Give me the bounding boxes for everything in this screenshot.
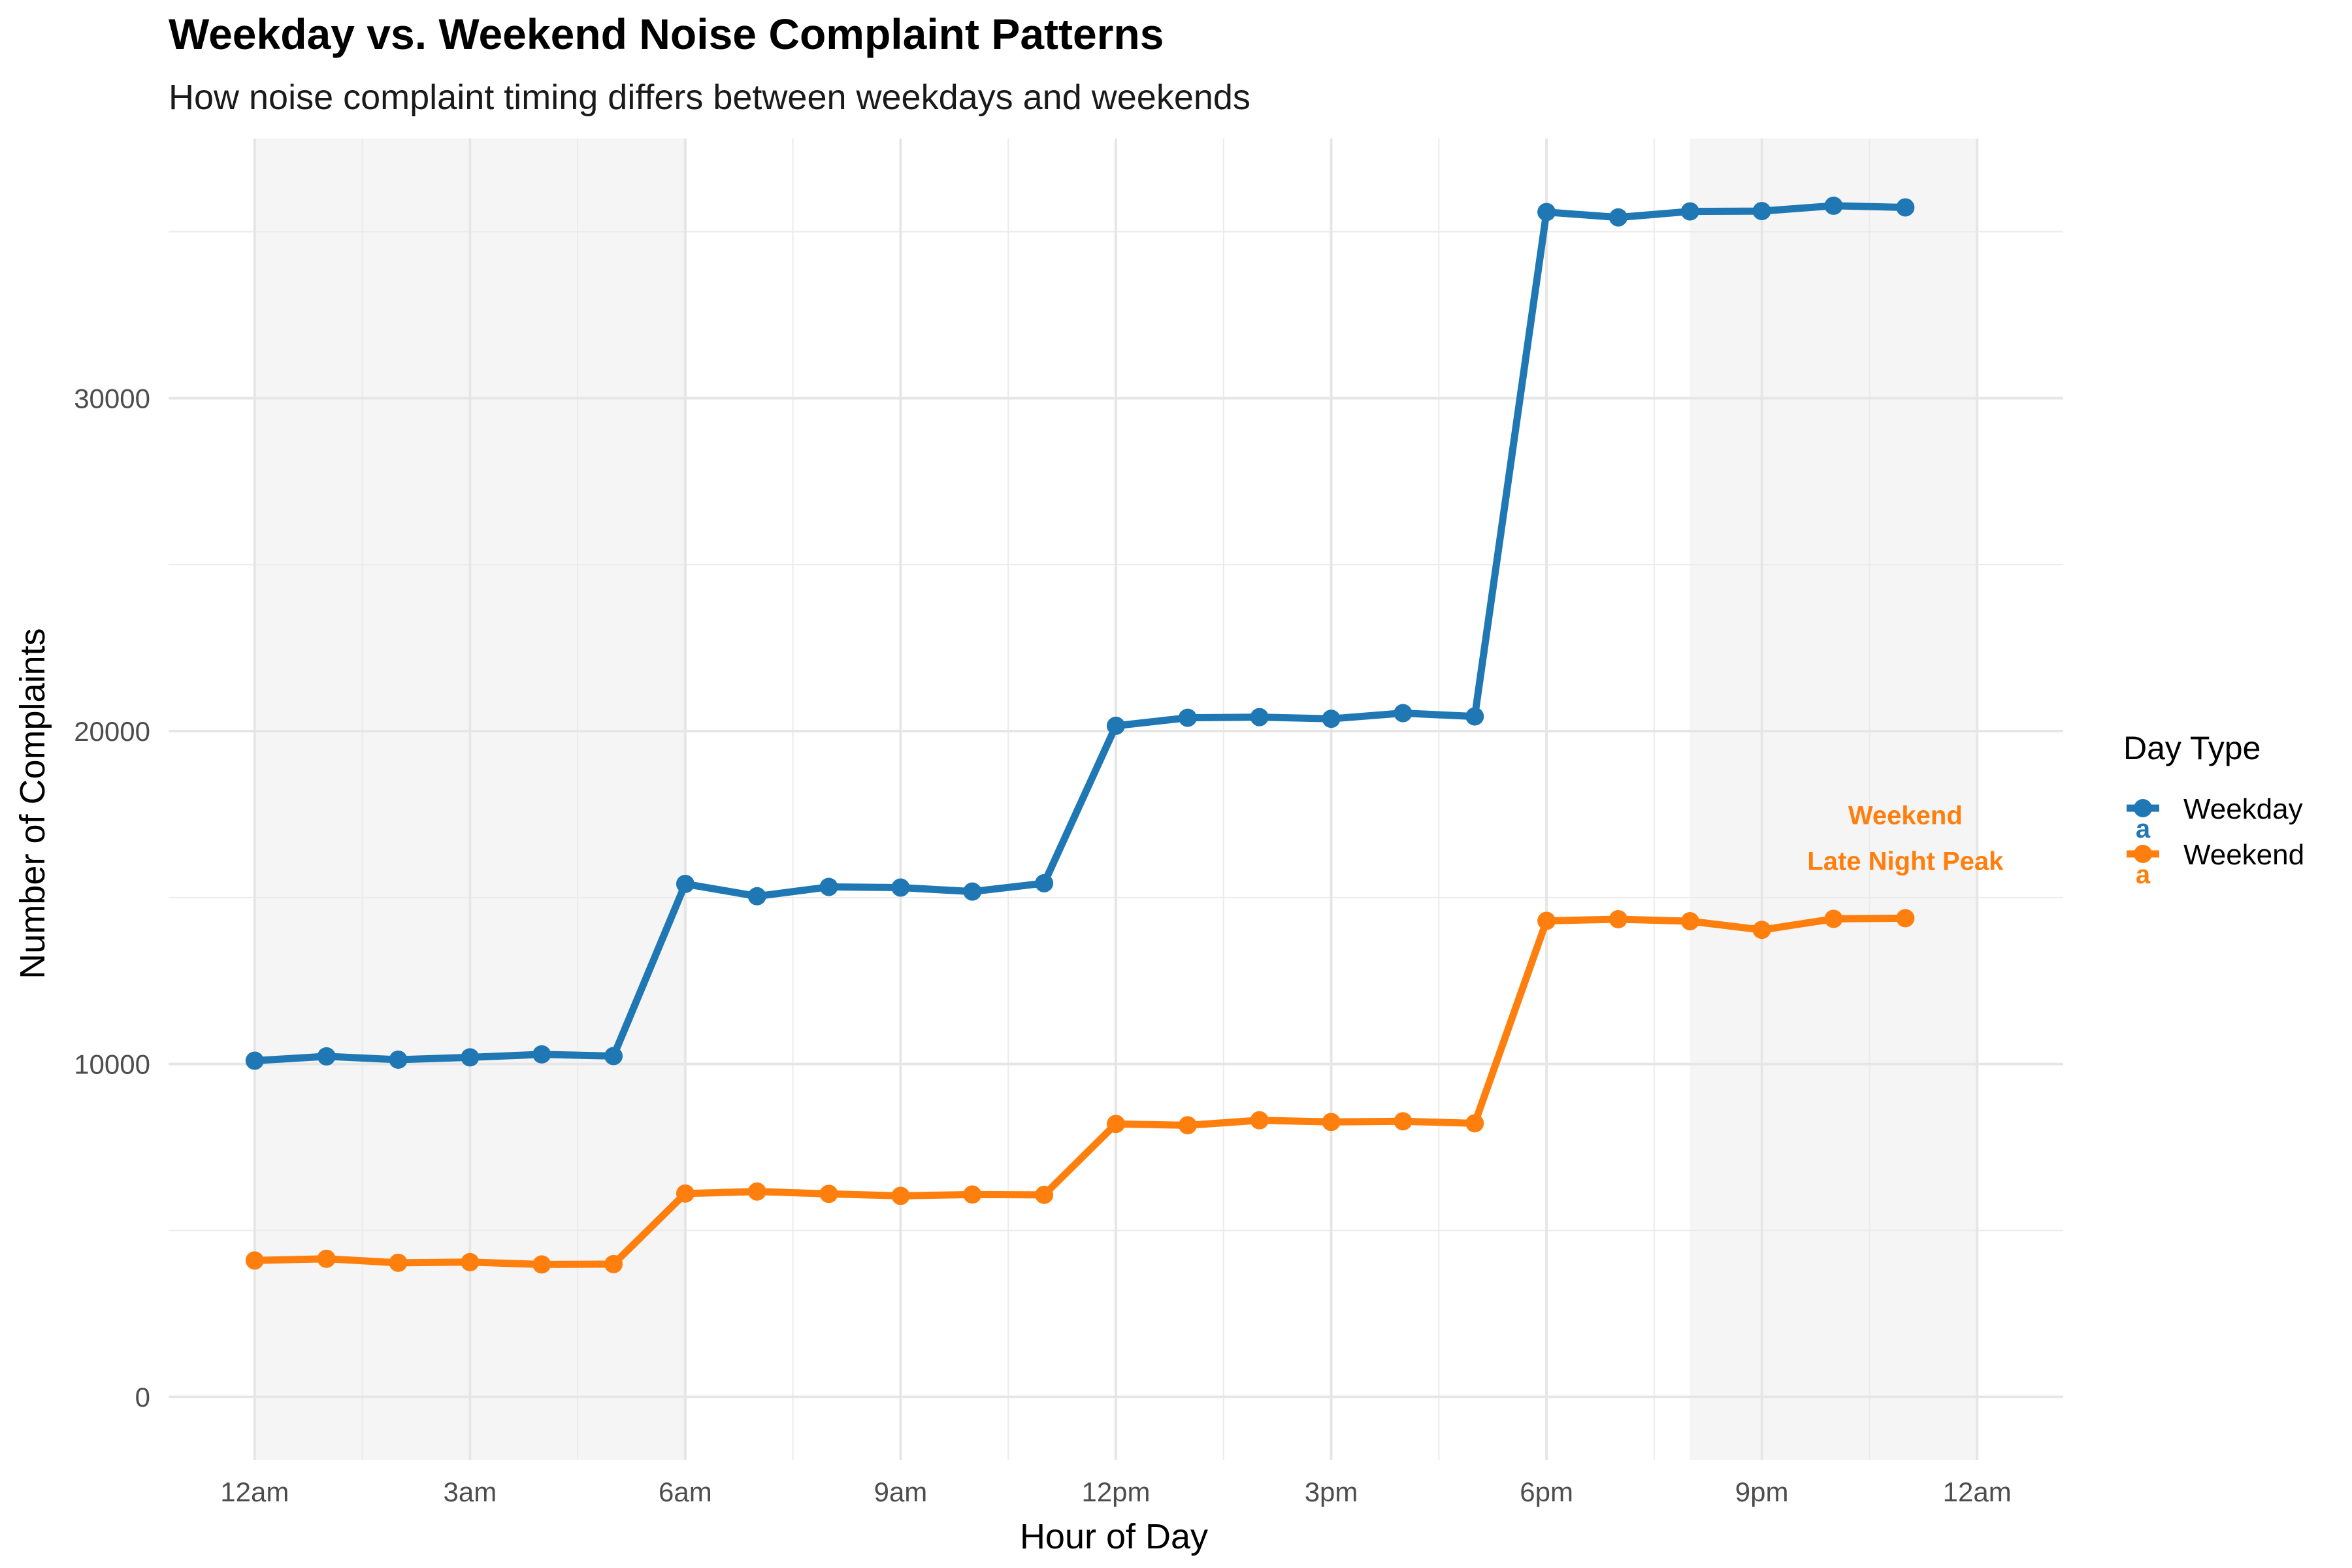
- data-point-weekday: [676, 874, 694, 893]
- data-point-weekend: [1322, 1113, 1341, 1132]
- series-line-weekday: [251, 202, 1909, 1065]
- data-point-weekday: [1680, 202, 1699, 221]
- data-point-weekday: [819, 877, 838, 896]
- data-point-weekend: [461, 1252, 480, 1271]
- data-point-weekday: [1178, 708, 1197, 727]
- annotation-text: Weekend: [1848, 802, 1963, 830]
- data-point-weekend: [819, 1184, 838, 1203]
- annotation: Weekend Late Night Peak: [1807, 802, 2004, 876]
- data-point-weekday: [1107, 716, 1125, 735]
- legend-key-glyph: a: [2136, 815, 2151, 843]
- data-point-weekday: [1609, 208, 1627, 227]
- chart-subtitle: How noise complaint timing differs betwe…: [169, 78, 1250, 117]
- grid-lines: [169, 139, 2063, 1460]
- data-point-weekend: [891, 1186, 910, 1205]
- data-point-weekend: [1035, 1185, 1054, 1204]
- data-point-weekend: [1178, 1116, 1197, 1135]
- data-point-weekday: [1824, 196, 1843, 215]
- data-point-weekday: [1896, 198, 1915, 217]
- data-point-weekday: [1322, 710, 1341, 728]
- data-point-weekday: [317, 1047, 336, 1066]
- data-point-weekend: [1465, 1114, 1484, 1133]
- data-point-weekend: [747, 1182, 766, 1201]
- data-point-weekday: [1250, 708, 1269, 727]
- data-point-weekday: [1752, 202, 1771, 221]
- data-point-weekend: [1896, 909, 1915, 928]
- legend-key-point: [2134, 845, 2152, 863]
- legend: Day Type a Weekday a Weekend: [2123, 730, 2304, 889]
- data-point-weekday: [245, 1051, 264, 1070]
- y-tick-label: 30000: [74, 383, 150, 414]
- data-point-weekend: [1250, 1111, 1269, 1130]
- x-tick-label: 9am: [874, 1477, 928, 1507]
- data-point-weekday: [1465, 707, 1484, 726]
- y-tick-label: 10000: [74, 1049, 150, 1080]
- data-point-weekday: [1537, 203, 1556, 221]
- x-tick-label: 6pm: [1520, 1477, 1573, 1507]
- data-point-weekday: [1394, 704, 1413, 723]
- data-point-weekend: [1609, 909, 1627, 928]
- data-point-weekend: [245, 1251, 264, 1270]
- data-point-weekend: [1824, 909, 1843, 928]
- data-point-weekday: [532, 1045, 551, 1064]
- data-point-weekday: [747, 887, 766, 906]
- x-tick-label: 12am: [220, 1477, 289, 1507]
- data-point-weekend: [1680, 912, 1699, 931]
- annotation-text: Late Night Peak: [1807, 847, 2004, 876]
- data-point-weekday: [891, 878, 910, 897]
- legend-label: Weekend: [2183, 839, 2304, 871]
- x-tick-label: 12pm: [1081, 1477, 1150, 1507]
- data-point-weekend: [1394, 1112, 1413, 1131]
- x-tick-label: 6am: [659, 1477, 712, 1507]
- axis-labels: 12am 3am 6am 9am 12pm 3pm 6pm 9pm 12am 0 10000 2000…: [74, 383, 2012, 1507]
- series-line-weekend: [251, 914, 1909, 1268]
- data-point-weekday: [389, 1050, 408, 1069]
- legend-label: Weekday: [2183, 793, 2303, 825]
- data-point-weekday: [604, 1047, 623, 1066]
- data-point-weekend: [389, 1253, 408, 1272]
- x-tick-label: 12am: [1943, 1477, 2012, 1507]
- data-point-weekday: [1035, 874, 1054, 892]
- x-tick-label: 3am: [444, 1477, 497, 1507]
- legend-key-glyph: a: [2136, 860, 2151, 889]
- x-tick-label: 3pm: [1305, 1477, 1358, 1507]
- data-point-weekday: [963, 882, 982, 901]
- x-tick-label: 9pm: [1735, 1477, 1789, 1507]
- x-axis-title: Hour of Day: [1020, 1517, 1208, 1556]
- data-point-weekend: [676, 1184, 694, 1203]
- legend-key-point: [2134, 799, 2152, 817]
- y-tick-label: 0: [135, 1382, 150, 1413]
- data-point-weekend: [532, 1255, 551, 1274]
- data-point-weekend: [1537, 911, 1556, 930]
- data-point-weekend: [963, 1185, 982, 1204]
- series-layer: [245, 196, 1915, 1274]
- data-point-weekend: [604, 1254, 623, 1273]
- data-point-weekend: [1752, 921, 1771, 939]
- y-axis-title: Number of Complaints: [13, 628, 52, 979]
- chart-title: Weekday vs. Weekend Noise Complaint Patt…: [169, 10, 1164, 58]
- y-tick-label: 20000: [74, 716, 150, 747]
- data-point-weekday: [461, 1048, 480, 1067]
- data-point-weekend: [317, 1249, 336, 1268]
- shaded-region: [1690, 139, 1978, 1460]
- legend-title: Day Type: [2123, 730, 2261, 766]
- data-point-weekend: [1107, 1115, 1125, 1134]
